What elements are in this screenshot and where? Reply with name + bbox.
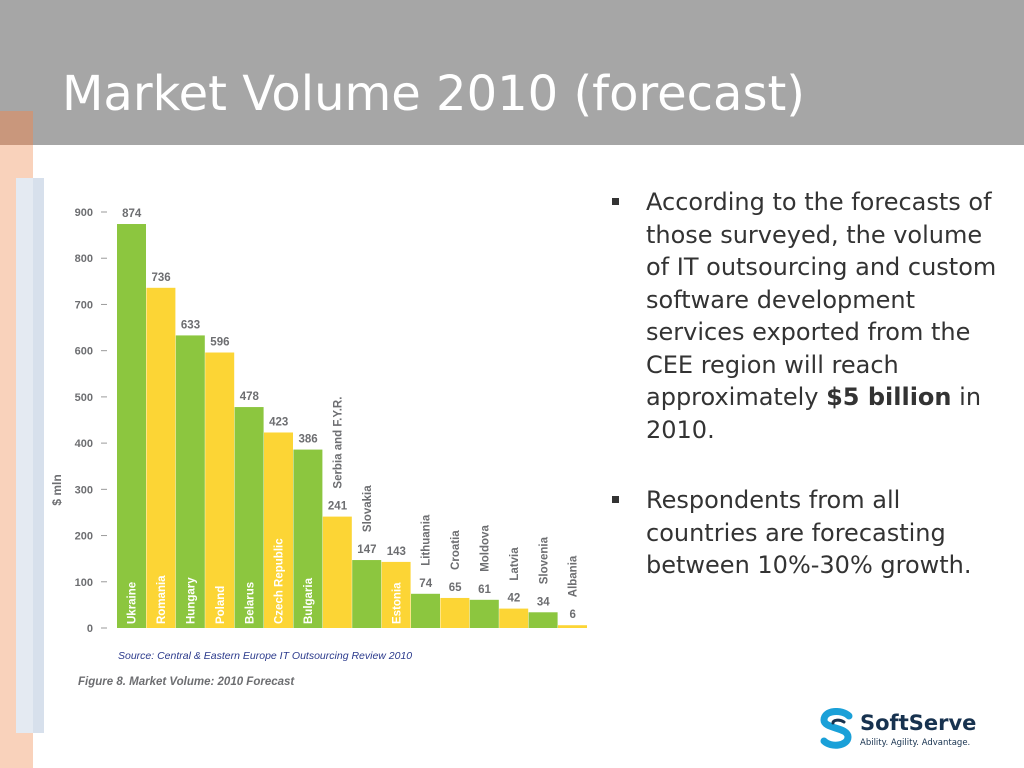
bullet-bold-value: $5 billion (826, 383, 952, 411)
category-label: Lithuania (421, 514, 433, 566)
bar (146, 287, 176, 628)
bar (293, 449, 323, 628)
bar (558, 625, 587, 628)
bullet-text-part: According to the forecasts of those surv… (646, 188, 997, 411)
category-label: Moldova (480, 525, 492, 572)
logo-wordmark: SoftServe (860, 711, 977, 735)
bar-value-label: 386 (299, 434, 318, 446)
bars: 874 Ukraine 736 Romania 633 Hungary 596 Poland 4… (117, 208, 587, 629)
bullet-text-forecast: According to the forecasts of those surv… (646, 188, 996, 444)
bar (205, 352, 235, 628)
bar-value-label: 42 (508, 593, 521, 605)
slide-title: Market Volume 2010 (forecast) (62, 66, 806, 122)
y-tick-label: 100 (75, 577, 93, 589)
bullet-item-growth: Respondents from all countries are forec… (604, 484, 1004, 582)
y-tick-label: 900 (75, 207, 93, 219)
chart-source: Source: Central & Eastern Europe IT Outs… (118, 650, 412, 662)
bar (117, 224, 146, 629)
bar-value-label: 34 (537, 596, 550, 608)
bar-value-label: 143 (387, 546, 406, 558)
bar (175, 335, 205, 628)
logo-tagline: Ability. Agility. Advantage. (860, 738, 971, 748)
y-axis: 900 800 700 600 500 400 300 200 100 0 (75, 207, 107, 635)
softserve-s-icon (820, 708, 853, 749)
category-label: Ukraine (127, 582, 139, 624)
square-bullet-icon (612, 496, 619, 503)
bar (381, 561, 411, 628)
y-tick-label: 300 (75, 484, 93, 496)
accent-block (0, 111, 33, 145)
category-label: Slovenia (538, 536, 550, 584)
category-label: Croatia (450, 530, 462, 570)
category-label: Hungary (186, 577, 198, 624)
bar-value-label: 241 (328, 501, 348, 513)
y-tick-label: 700 (75, 299, 93, 311)
category-label: Slovakia (362, 485, 374, 532)
bar (352, 560, 382, 628)
bar-value-label: 736 (152, 272, 171, 284)
bar (469, 599, 499, 628)
figure-frame-inner (33, 178, 44, 733)
category-label: Estonia (391, 582, 403, 624)
category-label: Romania (156, 575, 168, 624)
y-tick-label: 800 (75, 253, 93, 265)
softserve-logo: SoftServe Ability. Agility. Advantage. (818, 708, 988, 754)
bullet-text-growth: Respondents from all countries are forec… (646, 486, 972, 579)
category-label: Poland (215, 586, 227, 624)
bullet-list: According to the forecasts of those surv… (604, 186, 1004, 620)
bar-value-label: 633 (181, 319, 200, 331)
bar-value-label: 874 (122, 208, 142, 220)
category-label: Czech Republic (274, 538, 286, 624)
bar (499, 608, 529, 628)
bar-value-label: 65 (449, 582, 462, 594)
category-label: Albania (568, 555, 580, 597)
category-label: Serbia and F.Y.R. (333, 397, 345, 489)
category-label: Belarus (244, 582, 256, 624)
market-volume-chart: 900 800 700 600 500 400 300 200 100 0 $ mln 874 Uk… (50, 207, 587, 688)
bar-value-label: 423 (269, 416, 288, 428)
bar (234, 407, 264, 628)
category-label: Latvia (509, 547, 521, 581)
title-bar (0, 0, 1024, 145)
bar-value-label: 6 (569, 609, 575, 621)
bar-value-label: 74 (419, 578, 432, 590)
y-tick-label: 500 (75, 392, 93, 404)
chart-caption: Figure 8. Market Volume: 2010 Forecast (78, 676, 295, 688)
bar-value-label: 61 (478, 584, 491, 596)
y-tick-label: 200 (75, 531, 93, 543)
bar-value-label: 596 (210, 337, 229, 349)
bar-value-label: 478 (240, 391, 260, 403)
category-label: Bulgaria (303, 577, 315, 624)
y-tick-label: 600 (75, 346, 93, 358)
y-axis-label: $ mln (50, 474, 64, 505)
bar (528, 612, 558, 628)
bar-value-label: 147 (357, 544, 376, 556)
bar (322, 516, 352, 628)
y-tick-label: 400 (75, 438, 93, 450)
y-tick-label: 0 (87, 623, 93, 635)
bar (440, 597, 470, 628)
bullet-item-forecast: According to the forecasts of those surv… (604, 186, 1004, 446)
square-bullet-icon (612, 198, 619, 205)
bar (411, 593, 440, 628)
bar (264, 432, 293, 628)
bullet-text-part: in 2010. (646, 383, 982, 444)
